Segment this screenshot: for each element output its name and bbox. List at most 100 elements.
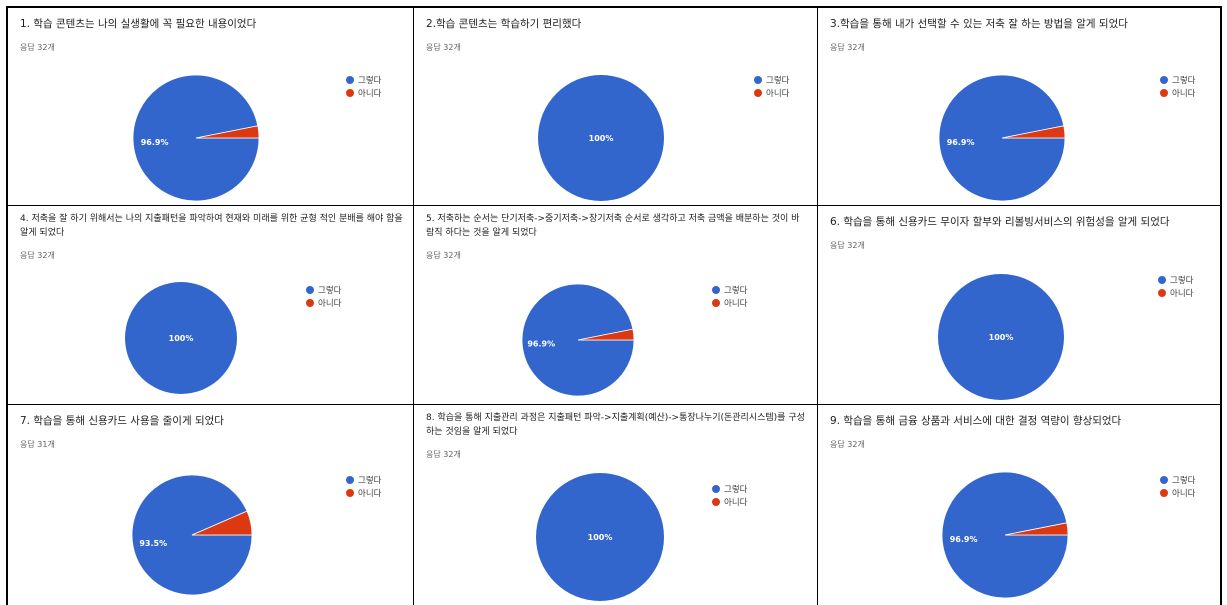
chart-legend: 그렇다 아니다 <box>754 73 789 99</box>
chart-title: 8. 학습을 통해 지출관리 과정은 지출패턴 파악->지출계획(예산)->통장… <box>426 413 805 437</box>
legend-swatch <box>1160 475 1168 484</box>
chart-title: 1. 학습 콘텐츠는 나의 실생활에 꼭 필요한 내용이었다 <box>20 18 257 30</box>
legend-swatch <box>346 488 354 497</box>
slice-percent-label: 96.9% <box>141 138 169 147</box>
chart-title: 2.학습 콘텐츠는 학습하기 편리했다 <box>426 18 582 30</box>
chart-panel-6: 6. 학습을 통해 신용카드 무이자 할부와 리볼빙서비스의 위험성을 알게 되… <box>818 206 1220 405</box>
legend-label: 아니다 <box>724 298 748 309</box>
legend-swatch <box>1160 88 1168 97</box>
legend-swatch <box>1160 75 1168 84</box>
legend-label: 그렇다 <box>358 75 382 86</box>
legend-label: 아니다 <box>318 298 342 309</box>
legend-label: 그렇다 <box>1172 475 1196 486</box>
slice-percent-label: 96.9% <box>527 340 555 349</box>
chart-legend: 그렇다 아니다 <box>1158 273 1193 299</box>
pie-chart: 100% <box>538 75 664 201</box>
legend-swatch <box>754 75 762 84</box>
slice-percent-label: 100% <box>169 334 194 343</box>
chart-panel-8: 8. 학습을 통해 지출관리 과정은 지출패턴 파악->지출계획(예산)->통장… <box>414 405 818 605</box>
pie-chart: 96.9% <box>938 74 1066 202</box>
chart-title: 7. 학습을 통해 신용카드 사용을 줄이게 되었다 <box>20 415 224 427</box>
response-count: 응답 31개 <box>20 440 55 449</box>
slice-percent-label: 96.9% <box>950 535 978 544</box>
legend-swatch <box>754 88 762 97</box>
pie-slice-no <box>191 510 253 536</box>
legend-swatch <box>346 88 354 97</box>
pie-slice-no <box>195 125 260 139</box>
slice-percent-label: 96.9% <box>947 138 975 147</box>
legend-item-no: 아니다 <box>1158 286 1193 299</box>
legend-item-no: 아니다 <box>346 86 381 99</box>
response-count: 응답 32개 <box>20 251 55 260</box>
legend-label: 그렇다 <box>1170 275 1194 286</box>
response-count: 응답 32개 <box>20 43 55 52</box>
slice-percent-label: 100% <box>989 333 1014 342</box>
legend-swatch <box>1158 275 1166 284</box>
legend-swatch <box>712 484 720 493</box>
response-count: 응답 32개 <box>426 43 461 52</box>
legend-label: 그렇다 <box>724 285 748 296</box>
pie-slice-yes <box>938 274 1064 400</box>
pie-slice-yes <box>131 474 253 596</box>
chart-title: 6. 학습을 통해 신용카드 무이자 할부와 리볼빙서비스의 위험성을 알게 되… <box>830 216 1170 228</box>
legend-swatch <box>306 298 314 307</box>
slice-percent-label: 100% <box>589 134 614 143</box>
pie-chart: 96.9% <box>132 74 260 202</box>
legend-item-no: 아니다 <box>712 296 747 309</box>
legend-swatch <box>712 497 720 506</box>
legend-swatch <box>712 285 720 294</box>
legend-item-yes: 그렇다 <box>1158 273 1193 286</box>
slice-percent-label: 100% <box>588 533 613 542</box>
pie-chart: 100% <box>938 274 1064 400</box>
legend-label: 아니다 <box>358 488 382 499</box>
legend-label: 아니다 <box>1172 88 1196 99</box>
chart-panel-5: 5. 저축하는 순서는 단기저축->중기저축->장기저축 순서로 생각하고 저축… <box>414 206 818 405</box>
legend-item-yes: 그렇다 <box>1160 473 1195 486</box>
legend-item-yes: 그렇다 <box>306 283 341 296</box>
pie-slice-yes <box>125 282 237 394</box>
legend-label: 아니다 <box>724 497 748 508</box>
chart-title: 4. 저축을 잘 하기 위해서는 나의 지출패턴을 파악하여 현재와 미래를 위… <box>20 214 403 238</box>
legend-item-yes: 그렇다 <box>712 283 747 296</box>
legend-label: 그렇다 <box>724 484 748 495</box>
legend-item-no: 아니다 <box>754 86 789 99</box>
pie-slice-no <box>1001 125 1066 139</box>
pie-chart: 96.9% <box>941 471 1069 599</box>
legend-swatch <box>1158 288 1166 297</box>
chart-title: 9. 학습을 통해 금융 상품과 서비스에 대한 결정 역량이 향상되었다 <box>830 415 1122 427</box>
pie-chart: 100% <box>125 282 237 394</box>
pie-slice-no <box>1004 522 1069 536</box>
pie-chart: 96.9% <box>521 283 635 397</box>
response-count: 응답 32개 <box>830 440 865 449</box>
legend-label: 그렇다 <box>358 475 382 486</box>
legend-swatch <box>1160 488 1168 497</box>
pie-chart: 93.5% <box>131 474 253 596</box>
legend-swatch <box>306 285 314 294</box>
legend-label: 아니다 <box>766 88 790 99</box>
pie-chart: 100% <box>536 473 664 601</box>
legend-item-no: 아니다 <box>712 495 747 508</box>
response-count: 응답 32개 <box>830 43 865 52</box>
legend-item-yes: 그렇다 <box>346 473 381 486</box>
chart-panel-4: 4. 저축을 잘 하기 위해서는 나의 지출패턴을 파악하여 현재와 미래를 위… <box>8 206 414 405</box>
legend-label: 아니다 <box>358 88 382 99</box>
legend-item-yes: 그렇다 <box>346 73 381 86</box>
response-count: 응답 32개 <box>830 241 865 250</box>
pie-slice-no <box>577 328 635 341</box>
chart-panel-3: 3.학습을 통해 내가 선택할 수 있는 저축 잘 하는 방법을 알게 되었다 응… <box>818 8 1220 206</box>
legend-label: 그렇다 <box>1172 75 1196 86</box>
chart-legend: 그렇다 아니다 <box>1160 473 1195 499</box>
legend-swatch <box>712 298 720 307</box>
pie-slice-yes <box>536 473 664 601</box>
legend-swatch <box>346 75 354 84</box>
pie-slice-yes <box>538 75 664 201</box>
